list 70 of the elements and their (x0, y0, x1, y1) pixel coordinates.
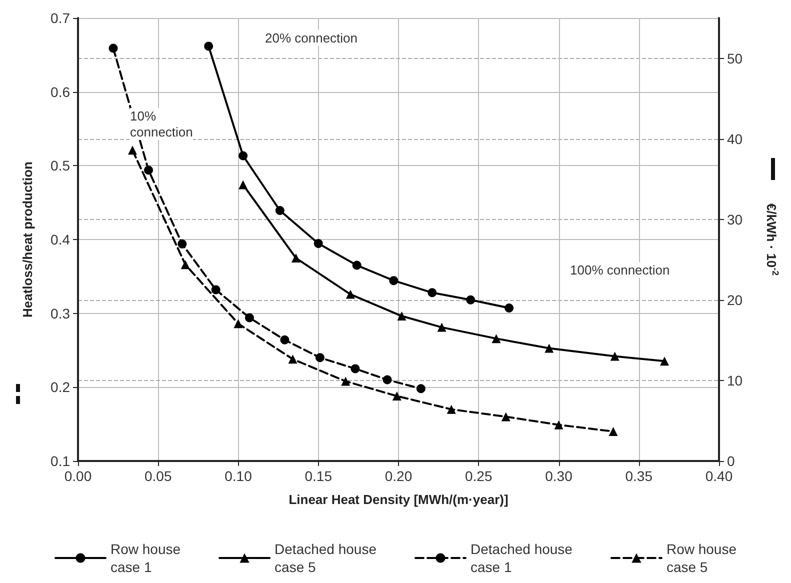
x-tick-label: 0.20 (384, 468, 412, 484)
y-tick-label: 0.5 (50, 158, 70, 174)
point (544, 344, 554, 353)
y-tick-label: 0.1 (50, 453, 70, 469)
point (416, 384, 426, 394)
x-tick-label: 0.15 (304, 468, 332, 484)
x-axis-title: Linear Heat Density [MWh/(m·year)] (288, 492, 508, 507)
legend-label: Row house case 5 (666, 541, 737, 575)
x-tick-label: 0.00 (64, 468, 92, 484)
point (128, 146, 137, 155)
legend-label: Detached house case 1 (470, 541, 573, 575)
x-tick-label: 0.25 (465, 468, 492, 484)
point (382, 375, 392, 384)
point (108, 44, 118, 53)
y-tick-label: 0.7 (50, 10, 70, 26)
y-tick-label: 0.2 (50, 379, 70, 396)
point (352, 260, 362, 270)
point (466, 295, 476, 304)
point (180, 260, 190, 270)
point (389, 276, 398, 286)
point (428, 288, 437, 298)
point (554, 420, 564, 430)
point (238, 151, 248, 160)
x-tick-label: 0.40 (705, 468, 733, 484)
point (346, 290, 355, 299)
legend-label: Detached house case 5 (274, 541, 377, 575)
point (437, 322, 446, 332)
point (446, 404, 456, 414)
point (280, 335, 290, 344)
point (350, 364, 360, 374)
y2-tick-label: 30 (727, 211, 743, 228)
x-tick-label: 0.30 (545, 468, 573, 484)
point (238, 180, 248, 190)
point (392, 392, 402, 401)
y2-axis-title: €/kWh · 10-2 (764, 203, 780, 276)
y2-tick-label: 10 (727, 372, 743, 388)
point (610, 352, 620, 361)
point (211, 285, 220, 294)
x-tick-label: 0.05 (144, 468, 172, 484)
point (288, 354, 298, 364)
annotation: 20% connection (265, 30, 358, 46)
point (144, 166, 154, 175)
x-tick-label: 0.10 (224, 468, 252, 484)
point (608, 426, 618, 436)
y2-tick-label: 50 (727, 50, 743, 66)
point (204, 42, 214, 51)
x-tick-label: 0.35 (625, 468, 653, 484)
point (234, 319, 243, 328)
y2-tick-label: 0 (727, 453, 735, 469)
point (504, 303, 514, 312)
y-tick-label: 0.4 (50, 232, 70, 248)
y-tick-label: 0.3 (50, 305, 70, 322)
y2-tick-label: 20 (727, 292, 743, 308)
y2-tick-label: 40 (727, 130, 743, 147)
point (275, 206, 284, 215)
annotation: 10% connection (130, 108, 193, 140)
point (244, 313, 254, 322)
point (660, 356, 670, 366)
y-tick-label: 0.6 (50, 84, 70, 100)
y-axis-title: Heatloss/heat production (20, 161, 35, 318)
annotation: 100% connection (570, 262, 670, 278)
legend-label: Row house case 1 (110, 541, 181, 575)
point (397, 312, 406, 321)
point (178, 239, 187, 248)
point (492, 334, 501, 344)
point (501, 412, 510, 422)
point (291, 254, 300, 263)
point (314, 239, 323, 248)
point (341, 376, 350, 386)
point (315, 353, 324, 362)
